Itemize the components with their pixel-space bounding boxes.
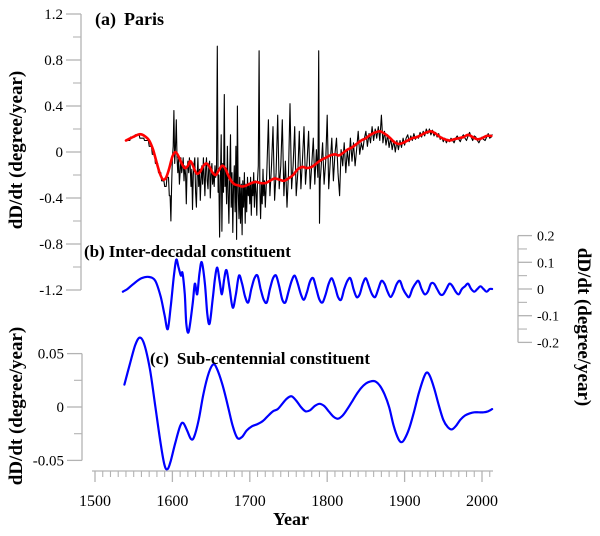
x-axis-label: Year [273,509,309,529]
tick-label: 1900 [389,493,421,510]
panel-a-title: (a) Paris [95,9,164,30]
panel-b-y-axis: 0.2 0.1 0 -0.1 -0.2 [517,230,559,351]
tick-label: 1.2 [44,7,63,23]
panel-c-y-axis: 0.05 0 -0.05 [33,347,83,469]
tick-label: 2000 [466,493,498,510]
tick-label: -0.1 [537,310,559,325]
panel-b-tag: (b) [84,242,105,261]
panel-b-title-text: Inter-decadal constituent [109,242,291,261]
tick-label: -1.2 [39,283,63,299]
series-a-smoothed-declination-rate [124,129,493,188]
tick-label: 1700 [234,493,266,510]
panel-c-title-text: Sub-centennial constituent [177,349,370,368]
tick-label: -0.8 [39,237,63,253]
tick-label: -0.4 [39,191,63,207]
series-a-annual-declination-rate [125,45,493,240]
panel-c-title: (c) Sub-centennial constituent [150,349,370,368]
tick-label: 0.8 [44,53,63,69]
tick-label: 0.4 [44,99,63,115]
panel-a-y-axis: 1.2 0.8 0.4 0 -0.4 -0.8 -1.2 [39,7,82,299]
tick-label: 1500 [79,493,111,510]
tick-label: 0 [57,400,65,416]
tick-label: 1800 [311,493,343,510]
tick-label: 0 [537,283,544,298]
panel-b-title: (b) Inter-decadal constituent [84,242,291,261]
panel-a-title-text: Paris [124,9,164,29]
panel-a-tag: (a) [95,9,116,30]
tick-label: 0.2 [537,230,555,245]
tick-label: 0 [56,145,64,161]
panel-c-y-axis-label: dD/dt (degree/year) [6,327,27,485]
x-axis: 1500 1600 1700 1800 1900 2000 [79,470,498,510]
tick-label: -0.2 [537,336,559,351]
panel-b-y-axis-label: dD/dt (degree/year) [573,248,594,406]
data-series-layer [121,45,494,471]
series-b-inter-decadal-constituent [121,258,494,334]
tick-label: 0.1 [537,256,555,271]
panel-c-tag: (c) [150,349,169,368]
tick-label: -0.05 [33,453,64,469]
panel-a-y-axis-label: dD/dt (degree/year) [6,71,27,229]
tick-label: 1600 [156,493,188,510]
series-c-sub-centennial-constituent [123,336,494,471]
tick-label: 0.05 [38,347,64,363]
